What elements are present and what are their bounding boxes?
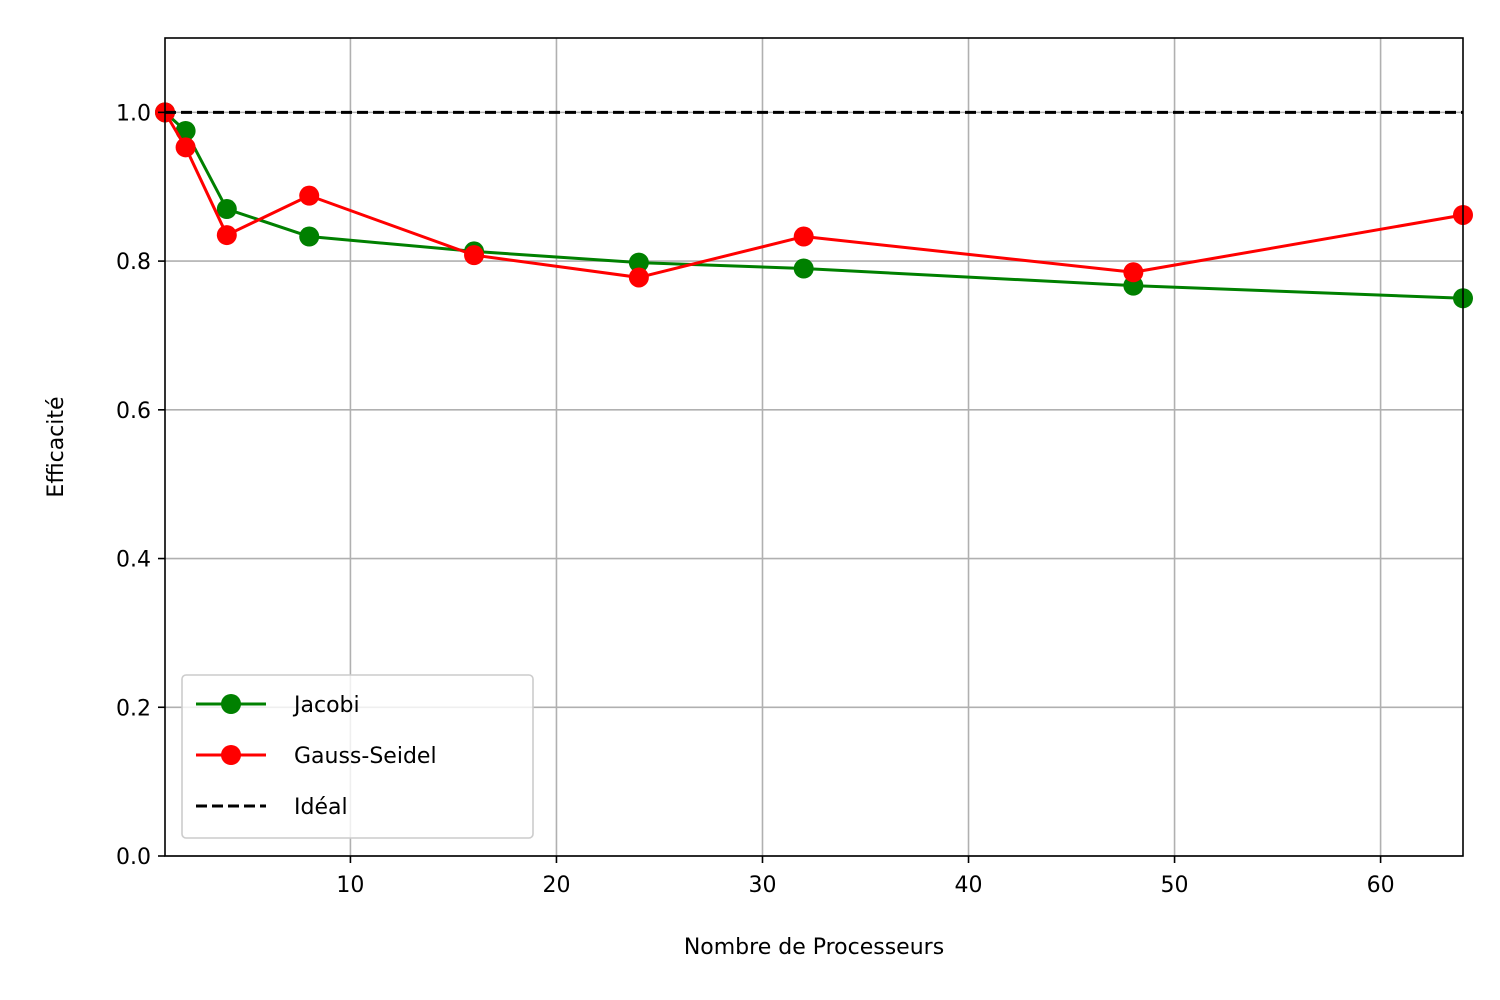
- y-tick-label: 0.2: [116, 696, 151, 721]
- data-point-gauss-seidel: [628, 267, 649, 288]
- x-tick-label: 20: [542, 873, 570, 898]
- plot-area-frame: [164, 37, 1464, 857]
- legend-marker-jacobi: [221, 694, 241, 714]
- x-tick-label: 10: [336, 873, 364, 898]
- data-point-jacobi: [628, 252, 649, 273]
- data-point-jacobi: [299, 226, 320, 247]
- data-point-gauss-seidel: [175, 137, 196, 158]
- x-tick-label: 40: [955, 873, 983, 898]
- legend-label-ideal: Idéal: [294, 795, 348, 820]
- legend-entry-ideal: Idéal: [196, 795, 348, 820]
- legend-label-gauss-seidel: Gauss-Seidel: [294, 744, 437, 769]
- legend-entry-gauss-seidel: Gauss-Seidel: [196, 744, 437, 769]
- data-point-gauss-seidel: [299, 185, 320, 206]
- axis-ticks: 10 20 30 40 50 60 0.0 0.2 0.4 0.6 0.8 1.0: [116, 101, 1395, 898]
- data-point-gauss-seidel: [464, 245, 485, 266]
- legend-box: [181, 674, 534, 839]
- y-tick-label: 0.0: [116, 845, 151, 870]
- data-point-jacobi: [216, 199, 237, 220]
- legend-entry-jacobi: Jacobi: [196, 693, 360, 718]
- data-point-jacobi: [793, 258, 814, 279]
- y-axis-title: Efficacité: [44, 396, 69, 497]
- legend: Jacobi Gauss-Seidel Idéal: [181, 674, 534, 839]
- x-axis-title: Nombre de Processeurs: [684, 935, 944, 960]
- y-tick-label: 0.4: [116, 548, 151, 573]
- plot-series: [155, 102, 1473, 309]
- data-point-gauss-seidel: [793, 226, 814, 247]
- y-tick-label: 1.0: [116, 101, 151, 126]
- legend-marker-gauss-seidel: [221, 745, 241, 765]
- y-tick-label: 0.6: [116, 399, 151, 424]
- x-tick-label: 50: [1161, 873, 1189, 898]
- x-tick-label: 60: [1367, 873, 1395, 898]
- data-point-gauss-seidel: [1123, 262, 1144, 283]
- series-gauss-seidel: [155, 102, 1473, 288]
- x-tick-label: 30: [748, 873, 776, 898]
- data-point-gauss-seidel: [216, 225, 237, 246]
- legend-label-jacobi: Jacobi: [292, 693, 360, 718]
- y-tick-label: 0.8: [116, 250, 151, 275]
